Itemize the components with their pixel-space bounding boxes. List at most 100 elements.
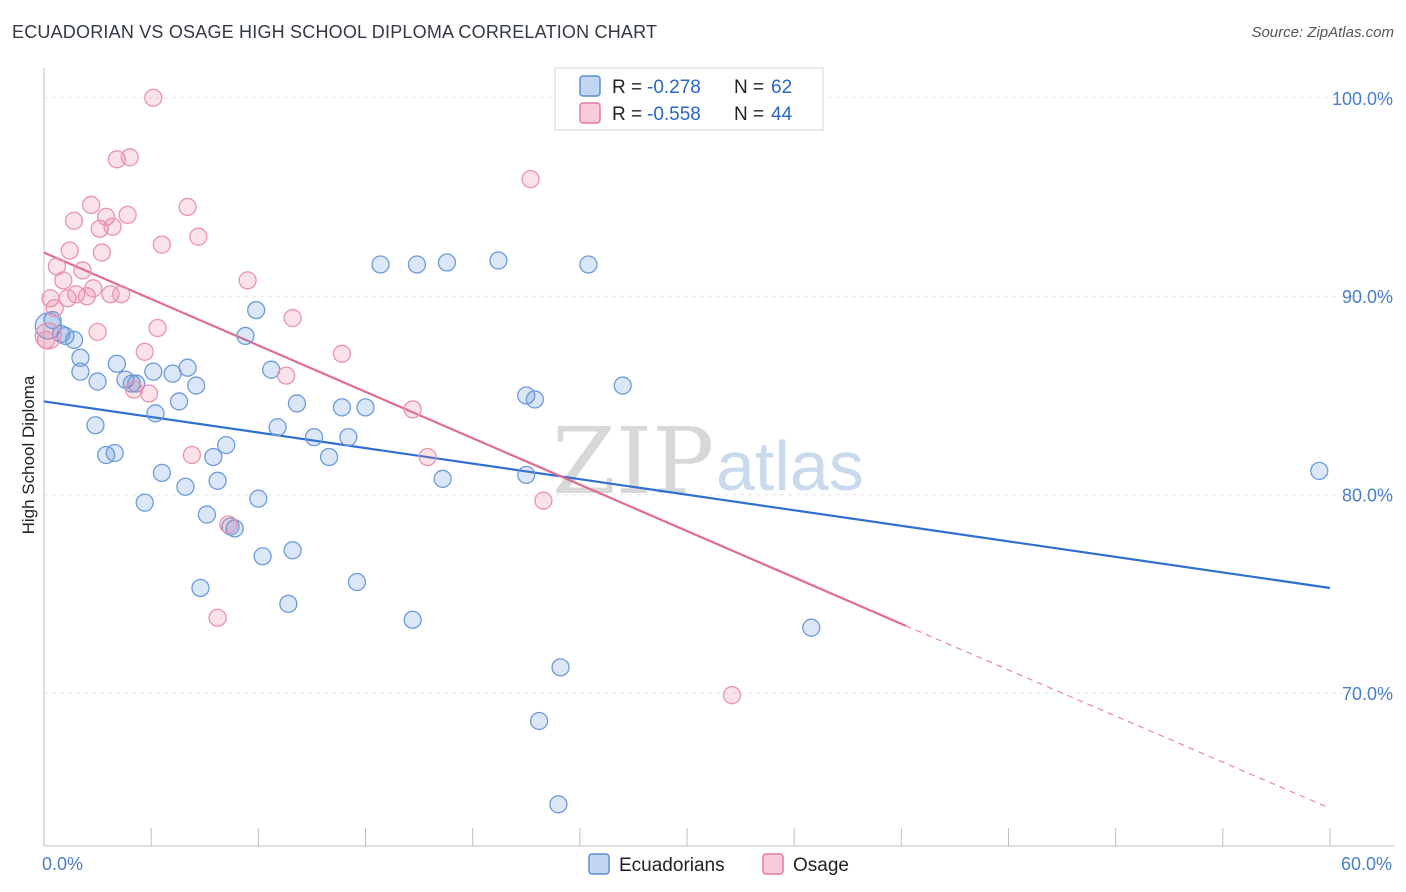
trend-line-osage-extension [905, 625, 1331, 809]
trend-line-ecuadorians [43, 400, 1331, 590]
data-point-osage [219, 515, 238, 534]
data-point-osage [182, 445, 202, 465]
data-point-osage [103, 217, 122, 236]
data-point-osage [88, 322, 107, 342]
legend-n-label-2: N = [734, 104, 764, 125]
data-point-osage [60, 241, 79, 260]
data-point-ecuadorians [204, 447, 223, 467]
data-point-ecuadorians [152, 463, 172, 483]
data-point-osage [521, 169, 540, 189]
data-point-osage [283, 308, 302, 328]
data-point-osage [189, 227, 208, 246]
data-point-osage [238, 271, 257, 290]
data-point-ecuadorians [1310, 461, 1329, 481]
bottom-legend-swatch-ecuadorians [588, 853, 610, 875]
data-point-osage [722, 686, 742, 705]
data-point-osage [418, 447, 437, 467]
data-point-ecuadorians [489, 251, 508, 270]
x-tick-label-min: 0.0% [42, 854, 83, 874]
data-point-osage [277, 366, 296, 385]
data-point-ecuadorians [217, 435, 236, 455]
data-point-ecuadorians [549, 795, 568, 814]
bottom-legend-label-osage: Osage [793, 855, 849, 876]
x-axis-ticks [43, 828, 1331, 846]
data-point-osage [45, 298, 64, 318]
data-point-osage [534, 491, 553, 510]
data-point-ecuadorians [802, 618, 821, 637]
data-point-ecuadorians [169, 392, 189, 411]
data-point-ecuadorians [191, 578, 210, 598]
axes [43, 68, 1394, 847]
data-point-ecuadorians [283, 541, 302, 560]
data-point-osage [120, 148, 139, 167]
data-point-ecuadorians [304, 428, 324, 447]
data-point-ecuadorians [135, 493, 154, 512]
data-point-osage [82, 195, 101, 215]
data-point-ecuadorians [208, 471, 227, 490]
bottom-legend-label-ecuadorians: Ecuadorians [619, 855, 725, 876]
data-point-ecuadorians [319, 447, 339, 467]
data-point-osage [73, 261, 92, 280]
data-point-ecuadorians [86, 416, 105, 435]
y-tick-label: 90.0% [1342, 287, 1393, 307]
data-point-ecuadorians [579, 255, 598, 274]
data-point-osage [64, 211, 84, 230]
data-point-ecuadorians [356, 398, 375, 417]
y-tick-labels: 70.0% 80.0% 90.0% 100.0% [1332, 89, 1393, 704]
data-point-ecuadorians [236, 326, 255, 346]
grid-lines [44, 97, 1394, 694]
y-axis-title: High School Diploma [19, 375, 38, 534]
data-point-ecuadorians [144, 362, 163, 381]
data-point-osage [208, 608, 227, 627]
data-point-ecuadorians [88, 372, 107, 391]
data-point-ecuadorians [249, 489, 268, 508]
legend-n-value-2: 44 [771, 104, 793, 125]
data-point-osage [97, 207, 116, 227]
legend-n-label-1: N = [734, 77, 764, 98]
data-point-ecuadorians [71, 362, 90, 381]
trend-lines [43, 251, 1331, 809]
watermark: ZIP atlas [552, 408, 864, 515]
data-point-osage [118, 205, 137, 225]
data-point-osage [152, 235, 172, 254]
data-point-osage [135, 342, 154, 361]
data-point-ecuadorians [247, 300, 266, 320]
legend-n-value-1: 62 [771, 77, 792, 98]
data-point-ecuadorians [371, 255, 390, 274]
data-point-ecuadorians [347, 572, 367, 592]
data-point-osage [58, 289, 77, 308]
data-point-osage [148, 318, 167, 338]
data-point-ecuadorians [525, 390, 544, 409]
data-point-ecuadorians [71, 348, 90, 367]
data-point-ecuadorians [403, 610, 422, 629]
data-point-ecuadorians [433, 469, 452, 488]
legend-r-value-1: -0.278 [647, 77, 701, 98]
data-point-ecuadorians [517, 386, 536, 405]
data-point-osage [403, 400, 422, 419]
data-point-ecuadorians [279, 594, 298, 614]
data-points [34, 88, 1329, 814]
data-point-osage [34, 322, 62, 350]
watermark-atlas: atlas [716, 427, 864, 505]
legend-r-value-2: -0.558 [647, 104, 701, 125]
data-point-ecuadorians [268, 418, 287, 437]
data-point-ecuadorians [437, 253, 457, 272]
legend: R = -0.278 N = 62 R = -0.558 N = 44 [554, 67, 824, 131]
trend-line-osage [43, 251, 907, 627]
x-tick-label-max: 60.0% [1341, 854, 1392, 874]
data-point-ecuadorians [178, 358, 197, 377]
data-point-osage [92, 243, 112, 262]
data-point-ecuadorians [407, 255, 427, 274]
data-point-osage [124, 380, 144, 399]
data-point-osage [178, 197, 197, 217]
data-point-ecuadorians [332, 398, 352, 417]
y-tick-label: 100.0% [1332, 89, 1393, 109]
data-point-ecuadorians [197, 505, 217, 524]
data-point-ecuadorians [64, 330, 84, 350]
bottom-legend-swatch-osage [762, 853, 784, 875]
source-credit: Source: ZipAtlas.com [1251, 24, 1394, 41]
data-point-osage [54, 271, 73, 290]
x-tick-labels: 0.0% 60.0% [42, 854, 1392, 874]
data-point-ecuadorians [105, 443, 124, 463]
